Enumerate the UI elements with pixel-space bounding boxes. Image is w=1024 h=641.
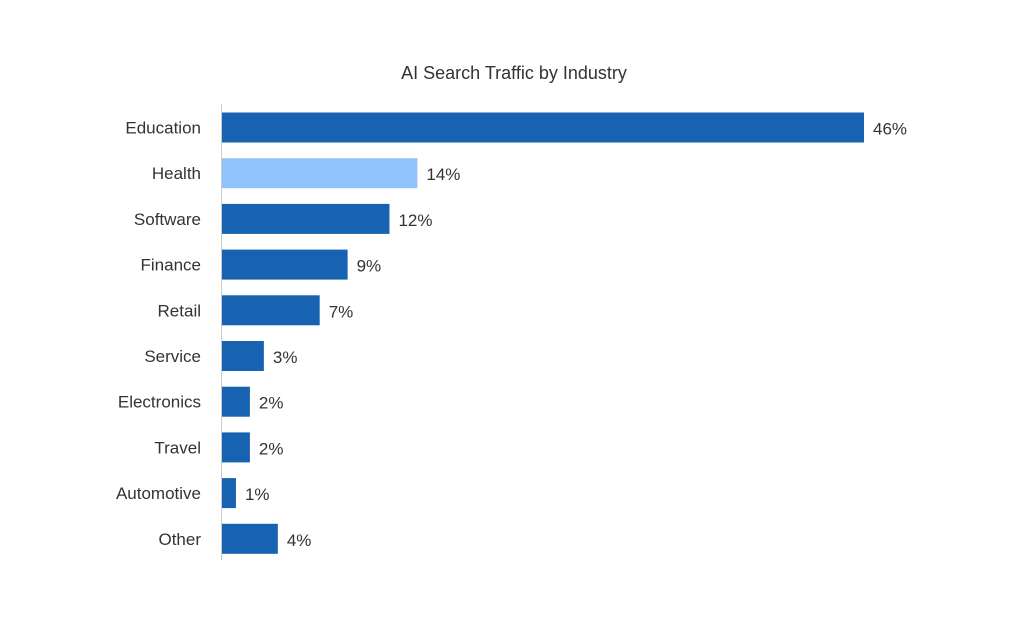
chart-title: AI Search Traffic by Industry — [401, 63, 627, 83]
category-label: Travel — [154, 438, 201, 457]
category-label: Service — [144, 347, 201, 366]
category-label: Retail — [158, 301, 201, 320]
category-label: Electronics — [118, 393, 201, 412]
value-label: 2% — [259, 439, 284, 458]
bar-retail — [222, 295, 320, 326]
bar-travel — [222, 432, 250, 463]
value-label: 12% — [398, 211, 432, 230]
bar-health — [222, 158, 418, 189]
bar-automotive — [222, 478, 236, 509]
category-label: Software — [134, 210, 201, 229]
bar-finance — [222, 249, 348, 280]
value-label: 4% — [287, 531, 312, 550]
value-label: 2% — [259, 394, 284, 413]
value-label: 1% — [245, 485, 270, 504]
bar-education — [222, 112, 864, 143]
category-label: Finance — [141, 256, 201, 275]
value-label: 3% — [273, 348, 298, 367]
bar-other — [222, 523, 278, 554]
category-label: Other — [158, 530, 201, 549]
bar-service — [222, 341, 264, 371]
value-label: 7% — [329, 302, 354, 321]
value-label: 14% — [426, 165, 460, 184]
category-label: Education — [125, 119, 201, 138]
value-label: 46% — [873, 120, 907, 139]
category-label: Automotive — [116, 484, 201, 503]
bar-electronics — [222, 386, 250, 417]
category-label: Health — [152, 164, 201, 183]
value-label: 9% — [357, 257, 382, 276]
bar-software — [222, 203, 390, 234]
